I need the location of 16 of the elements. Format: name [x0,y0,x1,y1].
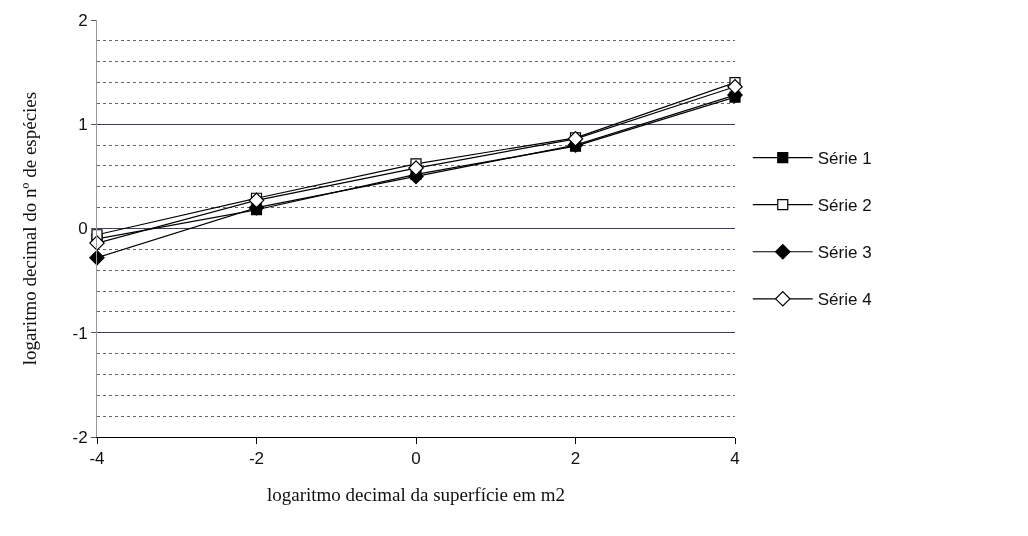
x-tick-label: 2 [570,449,581,469]
x-axis-title: logaritmo decimal da superfície em m2 [266,484,566,506]
y-tick-label: 1 [78,115,88,135]
x-tick-label: 0 [411,449,421,469]
x-tick-label: -4 [89,449,105,469]
legend-label: Série 3 [817,243,872,263]
y-tick-label: 2 [78,10,88,30]
y-axis-title: logaritmo decimal do nº de espécies [19,91,41,366]
y-tick-label: -2 [72,427,88,447]
y-tick-label: -1 [72,323,88,343]
y-tick-label: 0 [78,219,88,239]
legend-label: Série 4 [817,290,872,310]
x-tick-label: -2 [248,449,265,469]
x-tick-label: 4 [730,449,740,469]
legend-label: Série 1 [817,149,872,169]
legend-label: Série 2 [817,196,872,216]
